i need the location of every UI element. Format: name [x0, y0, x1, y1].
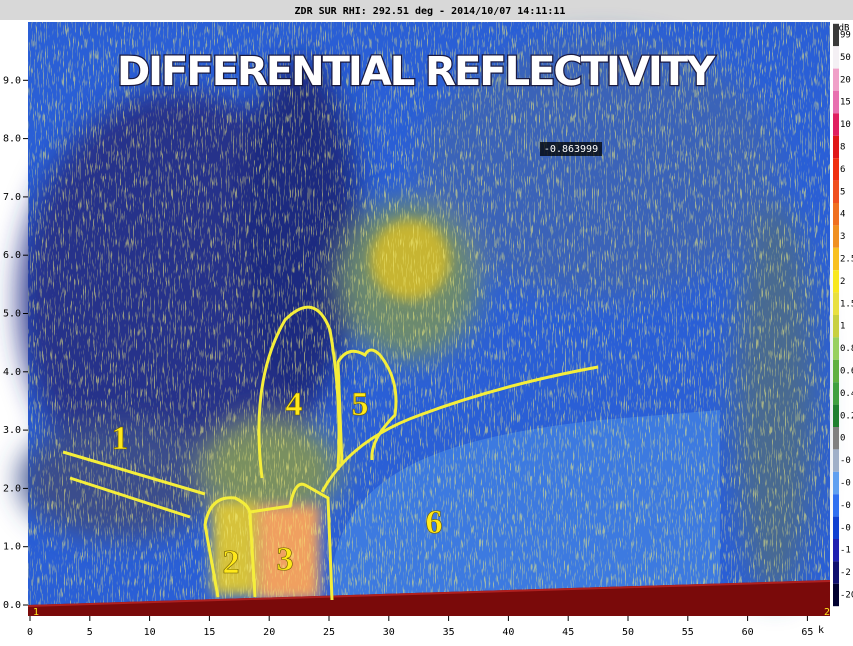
x-tick-label: 65: [801, 627, 813, 638]
region-label: 1: [112, 420, 129, 457]
colorbar-label: 10: [840, 120, 851, 130]
colorbar-swatch: [833, 248, 839, 270]
header: ZDR SUR RHI: 292.51 deg - 2014/10/07 14:…: [295, 6, 566, 17]
region-label: 4: [286, 386, 303, 423]
colorbar-swatch: [833, 293, 839, 315]
y-tick-label: 1.0: [3, 542, 21, 553]
colorbar-label: 8: [840, 143, 845, 153]
y-tick-label: 9.0: [3, 75, 21, 86]
x-tick-label: 40: [502, 627, 514, 638]
x-tick-label: 25: [323, 627, 335, 638]
colorbar-label: 2.5: [840, 255, 853, 265]
colorbar-label: 4: [840, 210, 845, 220]
colorbar-swatch: [833, 584, 839, 606]
colorbar-label: -0.: [840, 523, 853, 533]
colorbar-label: -20: [840, 591, 853, 601]
x-tick-label: 50: [622, 627, 634, 638]
colorbar-swatch: [833, 472, 839, 494]
colorbar-swatch: [833, 494, 839, 516]
colorbar-swatch: [833, 427, 839, 449]
colorbar-swatch: [833, 539, 839, 561]
colorbar-label: 6: [840, 165, 845, 175]
colorbar-swatch: [833, 181, 839, 203]
x-tick-label: 15: [203, 627, 215, 638]
y-tick-label: 3.0: [3, 425, 21, 436]
colorbar-label: -0.: [840, 456, 853, 466]
colorbar-label: 15: [840, 98, 851, 108]
x-tick-label: 10: [144, 627, 156, 638]
colorbar-label: 5: [840, 187, 845, 197]
region-label: 6: [426, 504, 443, 541]
x-tick-label: 55: [682, 627, 694, 638]
region-label: 3: [277, 541, 294, 578]
colorbar-swatch: [833, 561, 839, 583]
colorbar-swatch: [833, 69, 839, 91]
colorbar-label: 3: [840, 232, 845, 242]
colorbar-swatch: [833, 337, 839, 359]
colorbar-swatch: [833, 405, 839, 427]
colorbar-label: -2: [840, 568, 851, 578]
colorbar-label: -0.: [840, 501, 853, 511]
colorbar-label: 2: [840, 277, 845, 287]
y-tick-label: 8.0: [3, 134, 21, 145]
colorbar-swatch: [833, 136, 839, 158]
x-tick-label: 20: [263, 627, 275, 638]
colorbar-swatch: [833, 449, 839, 471]
x-tick-label: 5: [87, 627, 93, 638]
y-tick-label: 0.0: [3, 600, 21, 611]
radar-display: ZDR SUR RHI: 292.51 deg - 2014/10/07 14:…: [0, 0, 853, 642]
readout: -0.863999: [544, 144, 598, 155]
colorbar-swatch: [833, 113, 839, 135]
colorbar-label: -0.: [840, 479, 853, 489]
colorbar-label: 50: [840, 53, 851, 63]
colorbar-swatch: [833, 360, 839, 382]
colorbar-swatch: [833, 158, 839, 180]
y-tick-label: 2.0: [3, 483, 21, 494]
colorbar-swatch: [833, 91, 839, 113]
x-tick-label: 35: [443, 627, 455, 638]
colorbar-swatch: [833, 225, 839, 247]
x-tick-label: 0: [27, 627, 33, 638]
colorbar-label: 0.2: [840, 411, 853, 421]
y-tick-label: 5.0: [3, 309, 21, 320]
colorbar-label: 1: [840, 322, 845, 332]
colorbar-label: 1.5: [840, 299, 853, 309]
colorbar-label: 0.6: [840, 367, 853, 377]
colorbar-label: 0: [840, 434, 845, 444]
y-tick-label: 4.0: [3, 367, 21, 378]
colorbar-unit: dB: [839, 24, 850, 34]
colorbar-label: 20: [840, 75, 851, 85]
x-tick-label: 45: [562, 627, 574, 638]
region-label: 2: [223, 544, 240, 581]
y-tick-label: 7.0: [3, 192, 21, 203]
colorbar-label: -1: [840, 546, 851, 556]
x-tick-label: 30: [383, 627, 395, 638]
x-tick-label: 60: [742, 627, 754, 638]
colorbar-swatch: [833, 46, 839, 68]
colorbar-swatch: [833, 315, 839, 337]
colorbar-swatch: [833, 382, 839, 404]
corner-label: 1: [33, 607, 39, 618]
corner-label: 2: [824, 607, 830, 618]
colorbar-label: 0.8: [840, 344, 853, 354]
region-label: 5: [352, 386, 369, 423]
title: DIFFERENTIAL REFLECTIVITY: [117, 49, 716, 95]
colorbar-swatch: [833, 270, 839, 292]
colorbar-swatch: [833, 203, 839, 225]
y-tick-label: 6.0: [3, 250, 21, 261]
colorbar-label: 0.4: [840, 389, 853, 399]
colorbar-swatch: [833, 517, 839, 539]
x-unit: k: [818, 625, 824, 636]
